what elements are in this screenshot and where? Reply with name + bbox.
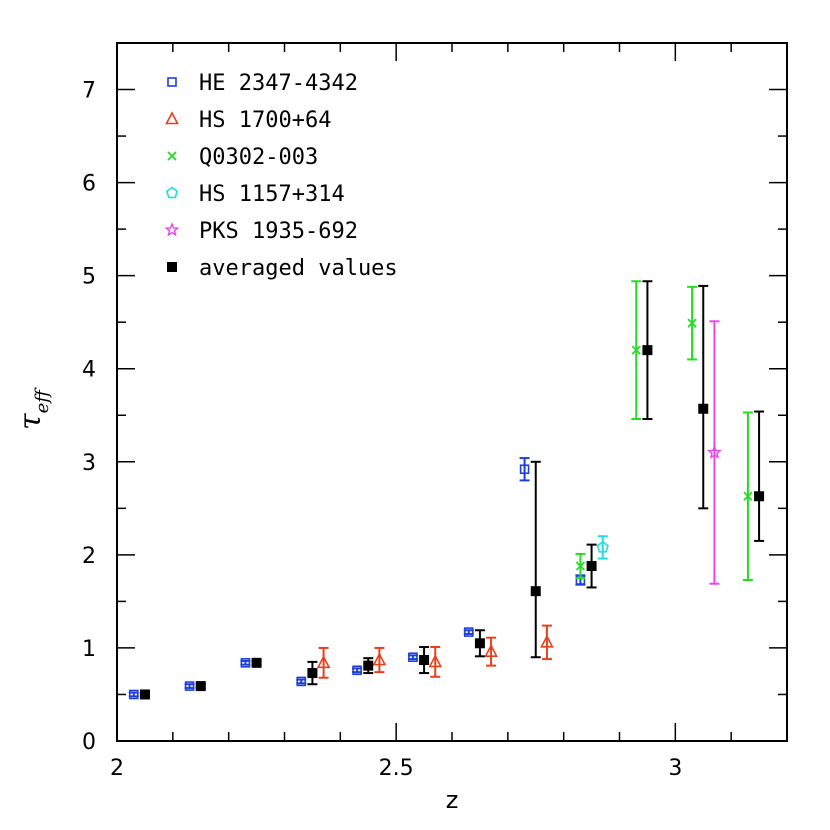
data-point [706, 444, 722, 459]
data-point [586, 561, 597, 572]
data-point [642, 345, 653, 356]
data-point [596, 540, 609, 553]
legend-label: Q0302-003 [199, 145, 318, 170]
data-point [754, 491, 765, 502]
data-point [372, 652, 387, 666]
plot-area [128, 280, 765, 700]
legend: HE 2347-4342 HS 1700+64 Q0302-003 HS 1157+3… [164, 71, 398, 281]
data-point [519, 464, 530, 475]
data-point [743, 491, 753, 501]
y-tick-label: 7 [82, 79, 96, 104]
legend-marker [165, 186, 179, 199]
data-point [474, 638, 485, 649]
x-tick-label: 2.5 [379, 756, 414, 781]
legend-label: HE 2347-4342 [199, 71, 358, 96]
x-tick-label: 3 [668, 756, 682, 781]
series-1 [316, 624, 554, 679]
legend-marker [165, 111, 179, 125]
legend-marker [164, 222, 180, 237]
data-point [631, 345, 641, 355]
data-point [408, 652, 418, 663]
y-axis-label-main: τ [13, 413, 48, 430]
data-point [428, 654, 443, 668]
legend-label: averaged values [199, 256, 398, 281]
y-tick-label: 6 [82, 172, 96, 197]
data-point [307, 668, 318, 679]
data-point [419, 655, 430, 666]
data-point [128, 689, 139, 700]
data-point [316, 655, 331, 669]
data-point [296, 676, 307, 687]
y-tick-label: 0 [82, 730, 96, 755]
data-point [463, 627, 474, 637]
y-tick-label: 1 [82, 637, 96, 662]
legend-marker [167, 77, 177, 87]
x-axis-label: z [446, 786, 459, 814]
data-point [363, 660, 374, 671]
data-point [195, 681, 206, 692]
y-tick-label: 2 [82, 544, 96, 569]
data-point [139, 689, 150, 700]
data-point [540, 634, 554, 648]
series-2 [575, 280, 753, 581]
legend-label: PKS 1935-692 [199, 219, 358, 244]
data-point [240, 658, 251, 668]
legend-label: HS 1157+314 [199, 182, 345, 207]
data-point [687, 318, 697, 328]
data-point [698, 403, 709, 414]
x-axis-ticks: 2 2.5 3 [110, 43, 788, 781]
data-point [352, 665, 362, 676]
y-tick-label: 4 [82, 358, 96, 383]
data-point [251, 657, 262, 668]
y-axis-label-subscript: eff [32, 387, 53, 414]
data-point [484, 643, 498, 657]
y-axis-label: τeff [13, 387, 53, 430]
series-3 [596, 535, 609, 560]
series-5 [139, 280, 765, 700]
y-tick-label: 3 [82, 451, 96, 476]
legend-marker [167, 151, 177, 161]
y-axis-ticks: 0 1 2 3 4 5 6 7 [82, 42, 787, 755]
data-point [530, 586, 541, 597]
legend-label: HS 1700+64 [199, 108, 331, 133]
x-tick-label: 2 [110, 756, 124, 781]
y-tick-label: 5 [82, 265, 96, 290]
data-point [575, 561, 586, 571]
data-point [184, 681, 195, 691]
series-4 [706, 320, 722, 585]
legend-marker [167, 262, 177, 272]
